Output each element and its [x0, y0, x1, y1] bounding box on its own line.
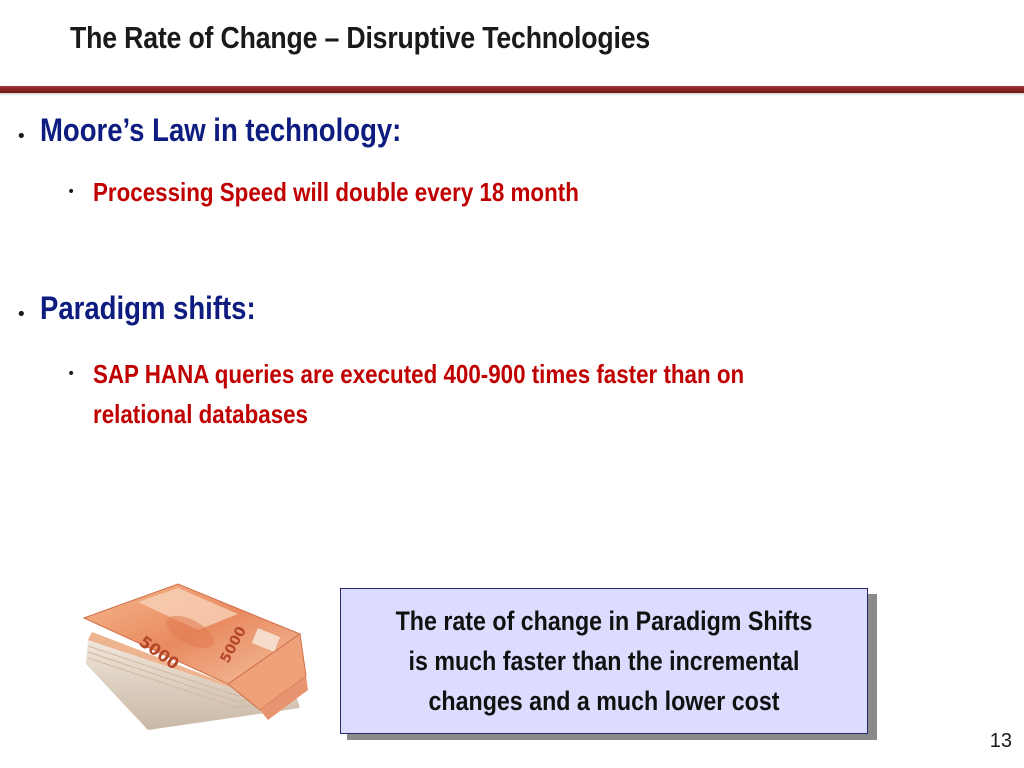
sub-bullet-hana-line2: relational databases: [93, 399, 308, 429]
callout-line-1: The rate of change in Paradigm Shifts: [395, 606, 813, 636]
callout-line-3: changes and a much lower cost: [428, 686, 780, 716]
title-divider: [0, 86, 1024, 93]
slide-title: The Rate of Change – Disruptive Technolo…: [70, 20, 651, 55]
sub-bullet-processing-speed: Processing Speed will double every 18 mo…: [93, 177, 579, 207]
callout-line-2: is much faster than the incremental: [408, 646, 800, 676]
bullet-paradigm-shifts: Paradigm shifts:: [40, 290, 256, 326]
slide-number: 13: [989, 730, 1012, 752]
banknotes-stack-image: 5000 5000: [78, 580, 308, 730]
bullet-moores-law: Moore’s Law in technology:: [40, 112, 402, 148]
bullet-dot: •: [16, 304, 27, 325]
bullet-dot: •: [16, 126, 27, 147]
sub-bullet-hana-line1: SAP HANA queries are executed 400-900 ti…: [93, 359, 745, 389]
callout-text: The rate of change in Paradigm Shifts is…: [346, 601, 862, 721]
callout-box: The rate of change in Paradigm Shifts is…: [340, 588, 868, 734]
title-divider-shadow: [0, 93, 1024, 96]
sub-bullet-dot: •: [67, 184, 76, 200]
sub-bullet-dot: •: [67, 366, 76, 382]
